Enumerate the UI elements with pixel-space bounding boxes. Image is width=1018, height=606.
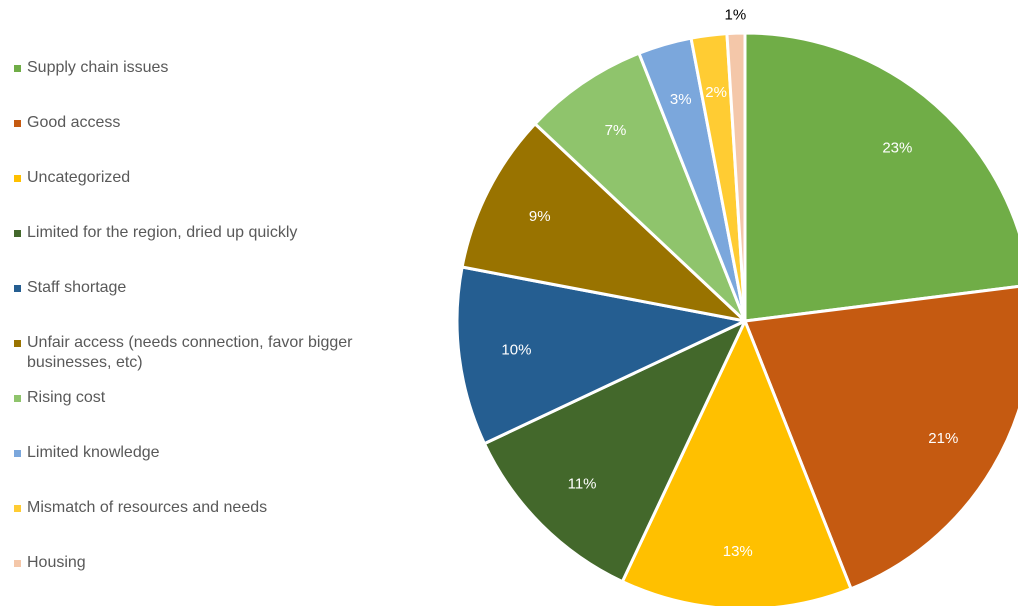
pie-slice-good-access <box>743 285 1018 591</box>
legend-item-uncategorized: Uncategorized <box>14 168 394 188</box>
data-label-uncategorized: 13% <box>723 543 753 560</box>
legend-label: Uncategorized <box>27 169 131 186</box>
data-label-limited-for-the-region-dried-up-quickly: 11% <box>568 475 597 492</box>
pie-slice-unfair-access-needs-connection-favor-bigger-businesses-etc <box>460 122 747 323</box>
legend-label: Rising cost <box>27 389 106 406</box>
pie-slice-rising-cost <box>533 51 747 323</box>
legend-label: Limited knowledge <box>27 444 160 461</box>
legend-label: Supply chain issues <box>27 59 169 76</box>
pie-slice-limited-for-the-region-dried-up-quickly <box>482 319 747 584</box>
data-label-mismatch-of-resources-and-needs: 2% <box>705 84 727 101</box>
pie-slice-housing <box>725 31 747 323</box>
legend-item-staff-shortage: Staff shortage <box>14 278 394 298</box>
legend-label: Mismatch of resources and needs <box>27 499 268 516</box>
legend-swatch <box>14 175 21 182</box>
data-label-limited-knowledge: 3% <box>670 91 692 108</box>
legend-label: Good access <box>27 114 121 131</box>
legend-swatch <box>14 560 21 567</box>
legend-swatch <box>14 285 21 292</box>
legend-label: Housing <box>27 554 86 571</box>
legend-item-rising-cost: Rising cost <box>14 388 394 408</box>
pie-slice-supply-chain-issues <box>743 31 1018 323</box>
legend-label: Unfair access (needs connection, favor b… <box>27 334 353 371</box>
legend-label: Staff shortage <box>27 279 127 296</box>
legend-swatch <box>14 65 21 72</box>
pie-slices <box>455 31 1018 606</box>
legend-swatch <box>14 395 21 402</box>
legend-item-limited-knowledge: Limited knowledge <box>14 443 394 463</box>
legend-label: Limited for the region, dried up quickly <box>27 224 298 241</box>
data-label-supply-chain-issues: 23% <box>882 140 912 157</box>
data-label-staff-shortage: 10% <box>501 341 531 358</box>
pie-slice-staff-shortage <box>455 265 747 446</box>
legend-swatch <box>14 505 21 512</box>
legend-item-limited-for-region: Limited for the region, dried up quickly <box>14 223 394 243</box>
legend-swatch <box>14 230 21 237</box>
data-label-unfair-access-needs-connection-favor-bigger-businesses-etc: 9% <box>529 208 551 225</box>
legend-item-housing: Housing <box>14 553 394 573</box>
legend-item-supply-chain-issues: Supply chain issues <box>14 58 394 78</box>
legend-item-good-access: Good access <box>14 113 394 133</box>
pie-data-labels: 23% 21% 13% 11% 10% 9% 7% 3% 2% 1% <box>501 7 958 560</box>
data-label-rising-cost: 7% <box>605 122 627 139</box>
legend-swatch <box>14 450 21 457</box>
legend-swatch <box>14 120 21 127</box>
legend-item-unfair-access: Unfair access (needs connection, favor b… <box>14 333 394 373</box>
data-label-housing: 1% <box>725 7 747 24</box>
legend-item-mismatch: Mismatch of resources and needs <box>14 498 394 518</box>
data-label-good-access: 21% <box>928 430 958 447</box>
pie-slice-uncategorized <box>620 319 853 606</box>
legend-swatch <box>14 340 21 347</box>
